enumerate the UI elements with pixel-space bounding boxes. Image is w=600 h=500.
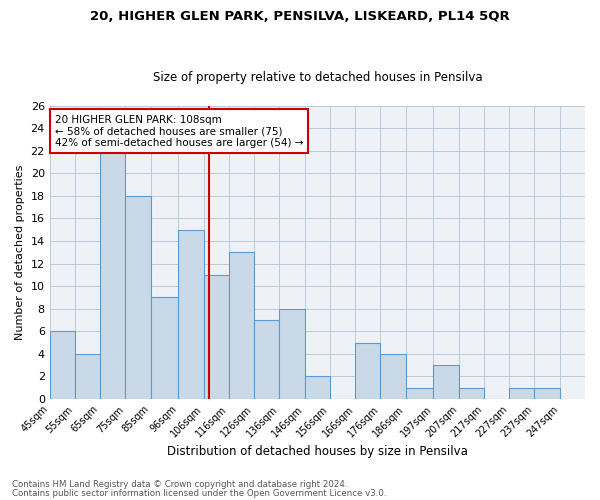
Text: Contains public sector information licensed under the Open Government Licence v3: Contains public sector information licen…: [12, 489, 386, 498]
Bar: [535, 388, 560, 399]
Bar: [509, 388, 535, 399]
Bar: [151, 298, 178, 399]
Bar: [355, 342, 380, 399]
Bar: [50, 332, 75, 399]
Title: Size of property relative to detached houses in Pensilva: Size of property relative to detached ho…: [152, 70, 482, 84]
Bar: [406, 388, 433, 399]
Bar: [459, 388, 484, 399]
Bar: [433, 365, 459, 399]
Text: 20 HIGHER GLEN PARK: 108sqm
← 58% of detached houses are smaller (75)
42% of sem: 20 HIGHER GLEN PARK: 108sqm ← 58% of det…: [55, 114, 303, 148]
Bar: [178, 230, 204, 399]
Bar: [75, 354, 100, 399]
Bar: [254, 320, 280, 399]
Text: 20, HIGHER GLEN PARK, PENSILVA, LISKEARD, PL14 5QR: 20, HIGHER GLEN PARK, PENSILVA, LISKEARD…: [90, 10, 510, 23]
Y-axis label: Number of detached properties: Number of detached properties: [15, 164, 25, 340]
Text: Contains HM Land Registry data © Crown copyright and database right 2024.: Contains HM Land Registry data © Crown c…: [12, 480, 347, 489]
Bar: [204, 275, 229, 399]
Bar: [280, 308, 305, 399]
Bar: [380, 354, 406, 399]
Bar: [100, 150, 125, 399]
Bar: [125, 196, 151, 399]
Bar: [229, 252, 254, 399]
X-axis label: Distribution of detached houses by size in Pensilva: Distribution of detached houses by size …: [167, 444, 468, 458]
Bar: [305, 376, 330, 399]
